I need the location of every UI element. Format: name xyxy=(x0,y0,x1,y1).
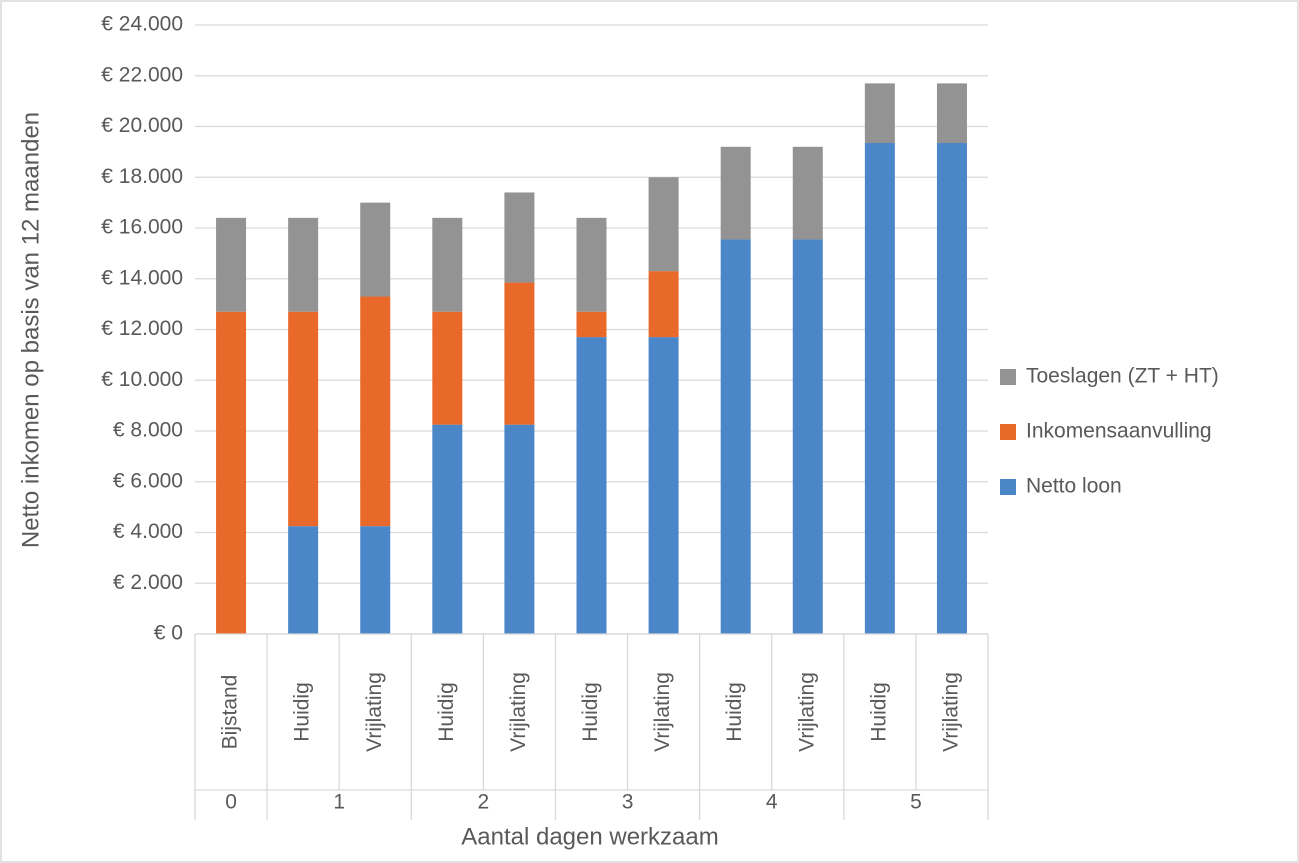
bar-segment xyxy=(648,271,679,338)
bar-segment xyxy=(288,217,319,312)
legend-swatch xyxy=(1000,369,1016,385)
x-tick-label: Huidig xyxy=(579,682,602,742)
legend-swatch xyxy=(1000,479,1016,495)
bar-segment xyxy=(360,296,391,527)
x-tick-label: Huidig xyxy=(291,682,314,742)
y-tick-label: € 6.000 xyxy=(113,469,183,492)
group-label: 2 xyxy=(478,791,490,814)
bar-segment xyxy=(432,424,463,634)
x-axis-title: Aantal dagen werkzaam xyxy=(461,823,718,850)
x-tick-label: Huidig xyxy=(435,682,458,742)
bar-segment xyxy=(360,202,391,297)
bar-segment xyxy=(936,83,967,143)
bar-segment xyxy=(216,217,247,312)
x-tick-label: Huidig xyxy=(867,682,890,742)
group-label: 0 xyxy=(225,791,237,814)
bar-segment xyxy=(504,424,535,634)
y-tick-label: € 18.000 xyxy=(101,165,183,188)
group-label: 1 xyxy=(333,791,345,814)
bar-segment xyxy=(504,282,535,425)
bar-segment xyxy=(576,337,607,634)
y-tick-label: € 22.000 xyxy=(101,63,183,86)
y-tick-label: € 2.000 xyxy=(113,571,183,594)
x-tick-label: Bijstand xyxy=(219,675,242,750)
x-tick-label: Huidig xyxy=(723,682,746,742)
bar-segment xyxy=(864,83,895,143)
bar-segment xyxy=(720,146,751,240)
bar-segment xyxy=(720,239,751,634)
x-tick-label: Vrijlating xyxy=(795,672,818,752)
bar-segment xyxy=(576,311,607,338)
group-label: 5 xyxy=(910,791,922,814)
y-tick-label: € 20.000 xyxy=(101,114,183,137)
legend-label: Inkomensaanvulling xyxy=(1026,420,1212,443)
y-tick-label: € 0 xyxy=(154,622,183,645)
bar-segment xyxy=(648,337,679,634)
bar-segment xyxy=(792,146,823,240)
y-tick-label: € 24.000 xyxy=(101,13,183,36)
bar-segment xyxy=(288,526,319,634)
group-label: 3 xyxy=(622,791,634,814)
x-tick-label: Vrijlating xyxy=(651,672,674,752)
y-tick-label: € 4.000 xyxy=(113,520,183,543)
bar-segment xyxy=(792,239,823,634)
legend-label: Netto loon xyxy=(1026,475,1122,498)
y-tick-label: € 8.000 xyxy=(113,419,183,442)
bar-segment xyxy=(576,217,607,312)
x-tick-label: Vrijlating xyxy=(940,672,963,752)
bar-segment xyxy=(864,142,895,634)
legend-label: Toeslagen (ZT + HT) xyxy=(1026,365,1219,388)
bar-segment xyxy=(936,142,967,634)
x-tick-label: Vrijlating xyxy=(363,672,386,752)
bar-segment xyxy=(288,311,319,527)
y-tick-label: € 10.000 xyxy=(101,368,183,391)
bar-segment xyxy=(216,311,247,634)
y-tick-label: € 12.000 xyxy=(101,317,183,340)
bar-segment xyxy=(360,526,391,634)
bar-segment xyxy=(432,217,463,312)
y-tick-label: € 16.000 xyxy=(101,216,183,239)
bar-segment xyxy=(648,177,679,272)
bar-segment xyxy=(432,311,463,425)
legend-swatch xyxy=(1000,424,1016,440)
group-label: 4 xyxy=(766,791,778,814)
y-tick-label: € 14.000 xyxy=(101,266,183,289)
x-tick-label: Vrijlating xyxy=(507,672,530,752)
bar-segment xyxy=(504,192,535,283)
y-axis-title: Netto inkomen op basis van 12 maanden xyxy=(17,112,44,548)
